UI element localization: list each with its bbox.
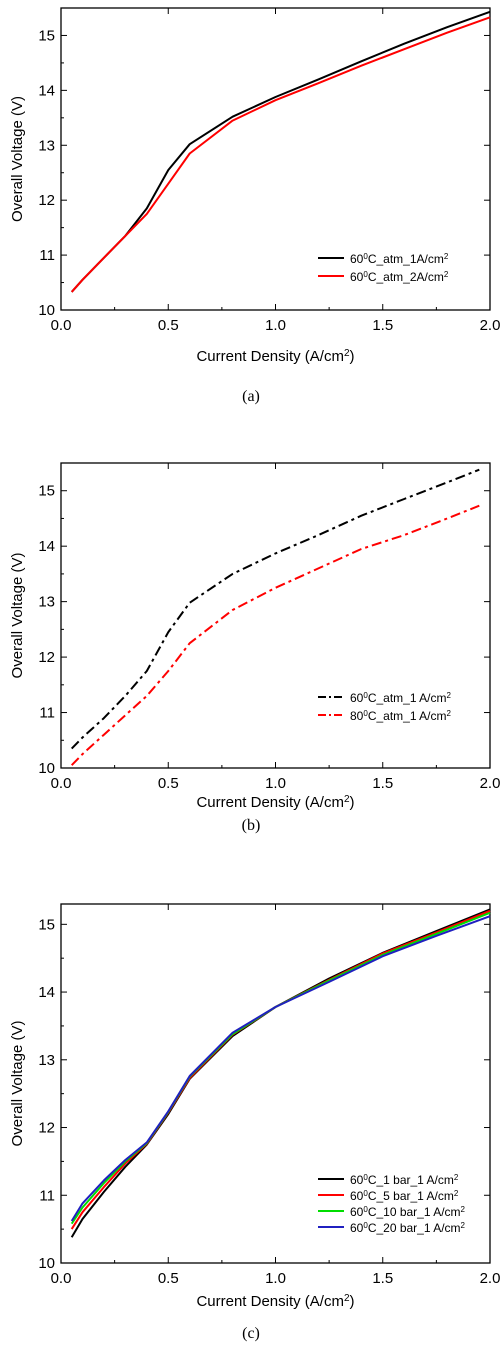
- caption-c: (c): [242, 1325, 260, 1342]
- x-tick-label: 1.0: [265, 317, 286, 334]
- y-tick-label: 12: [38, 1120, 55, 1137]
- legend-label-3: 600C_10 bar_1 A/cm2: [350, 1205, 466, 1220]
- legend-label-4: 600C_20 bar_1 A/cm2: [350, 1221, 466, 1236]
- y-tick-label: 14: [38, 538, 55, 555]
- chart-a: 0.0 0.5 1.0 1.5 2.0 10 11 12 13 14 15 Current Densi…: [9, 7, 501, 366]
- series-line-2: [70, 504, 480, 766]
- caption-a: (a): [242, 388, 260, 405]
- x-tick-label: 2.0: [480, 317, 501, 334]
- y-tick-label: 12: [38, 649, 55, 666]
- x-tick-label: 0.0: [51, 317, 72, 334]
- y-tick-label: 10: [38, 760, 55, 777]
- y-axis-label: Overall Voltage (V): [9, 96, 26, 222]
- x-axis-label: Current Density (A/cm2): [196, 348, 354, 366]
- x-axis-label: Current Density (A/cm2): [196, 794, 354, 812]
- chart-c: 0.0 0.5 1.0 1.5 2.0 10 11 12 13 14 15 Current Densi…: [9, 903, 501, 1311]
- series-line-1: [70, 468, 480, 750]
- x-axis-label: Current Density (A/cm2): [196, 1293, 354, 1311]
- series-line-4: [70, 915, 491, 1222]
- caption-b: (b): [241, 817, 261, 834]
- y-tick-label: 15: [38, 483, 55, 500]
- chart-b: 0.0 0.5 1.0 1.5 2.0 10 11 12 13 14 15 Current Densi…: [9, 462, 501, 812]
- legend-label-2: 600C_atm_2A/cm2: [350, 270, 449, 285]
- y-tick-label: 13: [38, 594, 55, 611]
- x-tick-label: 0.0: [51, 775, 72, 792]
- x-tick-label: 0.5: [158, 1270, 179, 1287]
- y-tick-label: 15: [38, 27, 55, 44]
- x-tick-label: 1.5: [372, 775, 393, 792]
- x-tick-label: 1.0: [265, 1270, 286, 1287]
- legend-label-2: 800C_atm_1 A/cm2: [350, 709, 452, 724]
- legend-label-1: 600C_atm_1A/cm2: [350, 252, 449, 267]
- series-line-2: [70, 16, 491, 293]
- chart-panel-b: 0.0 0.5 1.0 1.5 2.0 10 11 12 13 14 15 Current Densi…: [0, 452, 502, 862]
- y-axis-label: Overall Voltage (V): [9, 553, 26, 679]
- x-tick-label: 0.0: [51, 1270, 72, 1287]
- x-tick-label: 1.5: [372, 317, 393, 334]
- legend-label-1: 600C_atm_1 A/cm2: [350, 691, 452, 706]
- x-tick-label: 0.5: [158, 775, 179, 792]
- y-tick-label: 13: [38, 137, 55, 154]
- y-tick-label: 10: [38, 1255, 55, 1272]
- y-tick-label: 14: [38, 984, 55, 1001]
- y-tick-label: 10: [38, 302, 55, 319]
- legend-label-2: 600C_5 bar_1 A/cm2: [350, 1189, 459, 1204]
- x-tick-label: 0.5: [158, 317, 179, 334]
- y-tick-label: 12: [38, 192, 55, 209]
- legend-label-1: 600C_1 bar_1 A/cm2: [350, 1173, 459, 1188]
- x-tick-label: 2.0: [480, 1270, 501, 1287]
- x-tick-label: 1.5: [372, 1270, 393, 1287]
- y-axis-label: Overall Voltage (V): [9, 1021, 26, 1147]
- x-tick-label: 2.0: [480, 775, 501, 792]
- chart-panel-c: 0.0 0.5 1.0 1.5 2.0 10 11 12 13 14 15 Current Densi…: [0, 893, 502, 1358]
- y-tick-label: 13: [38, 1052, 55, 1069]
- y-tick-label: 11: [39, 247, 55, 264]
- y-tick-label: 15: [38, 916, 55, 933]
- y-tick-label: 11: [39, 705, 55, 722]
- x-tick-label: 1.0: [265, 775, 286, 792]
- y-tick-label: 14: [38, 82, 55, 99]
- series-line-1: [70, 10, 491, 293]
- y-tick-label: 11: [39, 1187, 55, 1204]
- chart-panel-a: 0.0 0.5 1.0 1.5 2.0 10 11 12 13 14 15 Current Densi…: [0, 0, 502, 420]
